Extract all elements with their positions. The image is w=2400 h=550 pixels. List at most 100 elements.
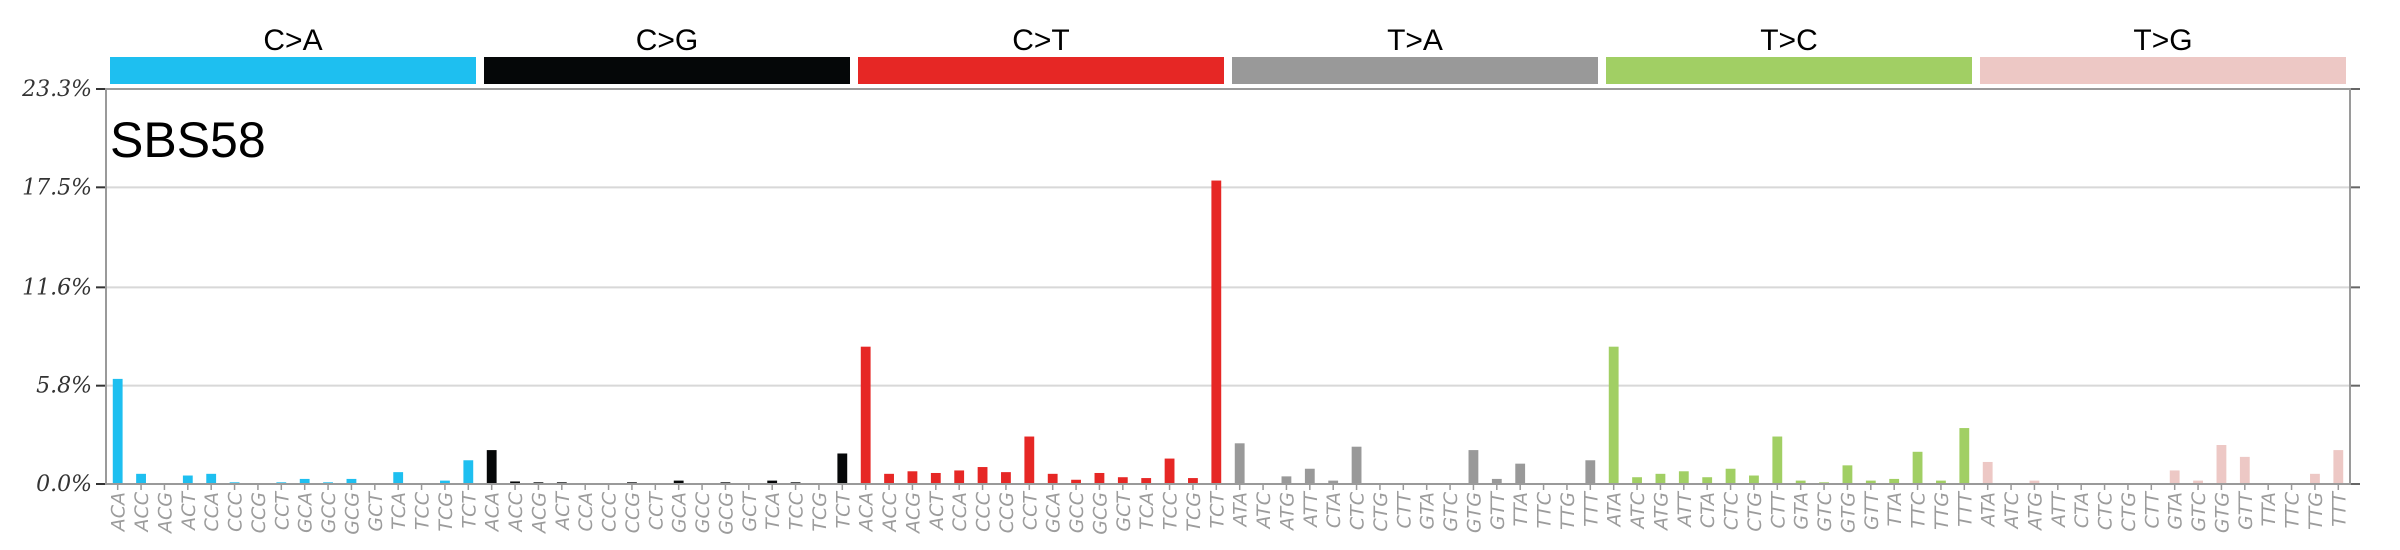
bar: [884, 473, 894, 484]
bar: [1164, 458, 1175, 484]
x-context-label: CCC: [973, 491, 995, 532]
x-context-label: GCT: [739, 491, 761, 532]
bar: [860, 346, 871, 484]
bar: [1608, 346, 1619, 484]
bar: [1865, 480, 1876, 484]
x-context-label: CCG: [248, 492, 270, 533]
bar: [1281, 476, 1292, 484]
bar: [206, 473, 217, 484]
x-context-label: ATG: [1650, 492, 1672, 532]
bar: [1725, 468, 1736, 484]
chart-title: SBS58: [110, 112, 266, 168]
y-tick-label: 11.6%: [22, 275, 92, 300]
x-context-label: GCT: [365, 491, 387, 532]
x-context-label: ATC: [1627, 491, 1649, 530]
mutation-type-color-bar: [1980, 57, 2346, 84]
bar: [1959, 428, 1970, 484]
x-context-label: ATA: [1978, 492, 2000, 528]
x-context-label: TCC: [412, 491, 434, 530]
bar: [1936, 480, 1946, 484]
mutation-type-label: T>A: [1387, 24, 1443, 57]
x-context-label: TCC: [786, 491, 808, 530]
bar: [346, 478, 357, 484]
x-context-label: GTG: [1463, 492, 1485, 533]
bar: [673, 480, 684, 484]
x-context-label: ACA: [856, 492, 878, 533]
x-context-label: ATC: [1253, 491, 1275, 530]
x-context-label: TTC: [1534, 491, 1556, 528]
x-context-label: GCC: [1066, 491, 1088, 533]
bar: [2216, 445, 2227, 484]
bar: [486, 450, 497, 484]
x-context-label: CTT: [1393, 491, 1415, 529]
bar: [1351, 446, 1362, 484]
y-axis: 0.0% 5.8% 11.6% 17.5% 23.3%: [21, 77, 2360, 497]
bar: [136, 473, 146, 484]
mutation-type-color-bar: [858, 57, 1224, 84]
bar: [1211, 180, 1222, 485]
bar: [1585, 460, 1596, 484]
x-context-label: GTG: [1837, 492, 1859, 533]
x-context-label: CTG: [1744, 492, 1766, 532]
bar: [2029, 480, 2040, 484]
x-context-label: ACC: [131, 491, 153, 533]
bar: [1094, 472, 1105, 484]
x-context-label: CCA: [201, 492, 223, 532]
bar: [907, 471, 918, 484]
x-context-label: CTA: [2071, 492, 2093, 528]
x-context-label: TTC: [2282, 491, 2304, 528]
x-context-label: GTT: [2235, 491, 2257, 530]
mutation-type-color-bar: [484, 57, 850, 84]
x-context-label: GCC: [692, 491, 714, 533]
x-axis-context-labels: ACA ACC ACG ACT CCA CCC CCG CCT GCA GCC GCG GCT TCA T…: [108, 484, 2350, 535]
x-context-label: CTC: [2095, 491, 2117, 530]
x-context-label: ATA: [1604, 492, 1626, 528]
bar: [1889, 478, 1900, 484]
x-context-label: ACT: [178, 491, 200, 532]
x-context-label: GTT: [1487, 491, 1509, 530]
x-context-label: ATG: [1276, 492, 1298, 532]
bar: [1772, 436, 1783, 484]
gridlines: [106, 186, 2350, 387]
x-context-label: GCA: [1043, 492, 1065, 533]
bar: [1001, 472, 1011, 484]
bar: [1515, 463, 1526, 484]
plot-frame: [105, 88, 2351, 485]
x-context-label: TCA: [388, 492, 410, 530]
mutation-type-label: T>C: [1760, 24, 1818, 57]
bar: [1188, 478, 1198, 484]
bar: [2169, 470, 2180, 484]
y-tick-label: 5.8%: [36, 374, 92, 399]
y-tick-label: 23.3%: [21, 77, 92, 102]
x-context-label: ACG: [528, 492, 550, 535]
bar: [2193, 480, 2203, 484]
x-context-label: TTG: [1931, 492, 1953, 530]
x-context-label: CCG: [622, 492, 644, 533]
x-context-label: CCC: [599, 491, 621, 532]
bar: [1071, 479, 1081, 484]
x-context-label: TTA: [1884, 492, 1906, 526]
mutation-type-label: C>A: [263, 24, 322, 57]
mutation-type-color-bar: [1606, 57, 1972, 84]
x-context-label: TCG: [809, 492, 831, 532]
x-context-label: ACC: [879, 491, 901, 533]
x-context-label: TTT: [1580, 491, 1602, 527]
bar: [1047, 473, 1058, 484]
bar: [1982, 461, 1993, 484]
x-context-label: GTC: [1440, 491, 1462, 531]
x-context-label: CCG: [996, 492, 1018, 533]
bar: [299, 478, 310, 484]
x-context-label: GCT: [1113, 491, 1135, 532]
x-context-label: TCG: [1183, 492, 1205, 532]
bar: [1468, 450, 1479, 484]
x-context-label: GTT: [1861, 491, 1883, 530]
bar: [930, 472, 941, 484]
x-context-label: CTT: [2141, 491, 2163, 529]
bar: [2310, 473, 2320, 484]
mutation-type-color-bar: [110, 57, 476, 84]
x-context-label: TCT: [1206, 491, 1228, 529]
x-context-label: TTC: [1908, 491, 1930, 528]
x-context-label: GTG: [2211, 492, 2233, 533]
bar: [1141, 478, 1152, 484]
bar: [1304, 468, 1315, 484]
